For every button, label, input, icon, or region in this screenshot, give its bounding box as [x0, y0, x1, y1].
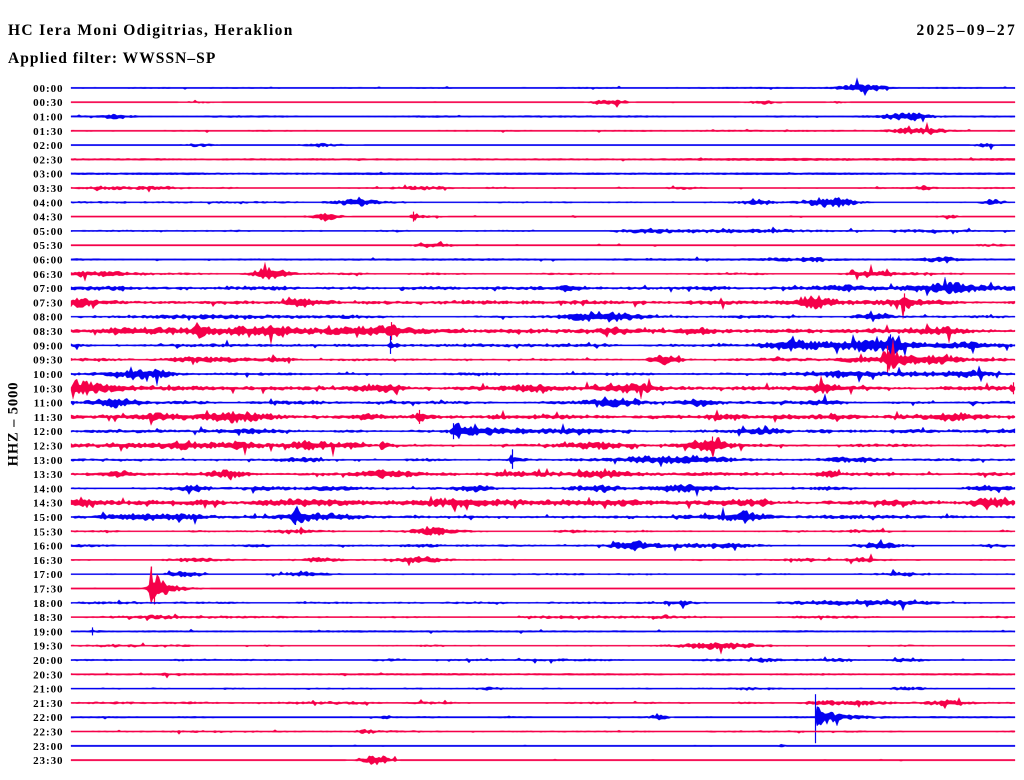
svg-text:19:00: 19:00	[33, 626, 63, 638]
svg-text:HC Iera Moni Odigitrias, Herak: HC Iera Moni Odigitrias, Heraklion	[8, 22, 294, 39]
svg-text:20:00: 20:00	[33, 655, 63, 667]
svg-text:05:00: 05:00	[33, 226, 63, 238]
svg-text:23:30: 23:30	[33, 755, 63, 767]
svg-text:13:30: 13:30	[33, 469, 63, 481]
svg-text:00:00: 00:00	[33, 83, 63, 95]
svg-text:13:00: 13:00	[33, 455, 63, 467]
svg-text:20:30: 20:30	[33, 669, 63, 681]
svg-text:10:30: 10:30	[33, 383, 63, 395]
svg-text:02:30: 02:30	[33, 154, 63, 166]
svg-text:19:30: 19:30	[33, 641, 63, 653]
svg-text:14:00: 14:00	[33, 483, 63, 495]
svg-text:17:00: 17:00	[33, 569, 63, 581]
svg-text:21:00: 21:00	[33, 684, 63, 696]
svg-text:12:00: 12:00	[33, 426, 63, 438]
svg-text:06:30: 06:30	[33, 269, 63, 281]
svg-text:15:30: 15:30	[33, 526, 63, 538]
svg-text:22:30: 22:30	[33, 727, 63, 739]
svg-text:18:30: 18:30	[33, 612, 63, 624]
svg-text:03:00: 03:00	[33, 169, 63, 181]
svg-text:18:00: 18:00	[33, 598, 63, 610]
svg-text:2025–09–27: 2025–09–27	[917, 22, 1018, 39]
svg-text:05:30: 05:30	[33, 240, 63, 252]
svg-text:04:30: 04:30	[33, 212, 63, 224]
svg-text:03:30: 03:30	[33, 183, 63, 195]
svg-text:12:30: 12:30	[33, 441, 63, 453]
svg-text:00:30: 00:30	[33, 97, 63, 109]
svg-text:11:30: 11:30	[34, 412, 64, 424]
svg-text:HHZ – 5000: HHZ – 5000	[5, 382, 21, 467]
svg-text:Applied filter: WWSSN–SP: Applied filter: WWSSN–SP	[8, 50, 216, 67]
svg-text:22:00: 22:00	[33, 712, 63, 724]
svg-text:04:00: 04:00	[33, 197, 63, 209]
svg-text:09:30: 09:30	[33, 355, 63, 367]
svg-text:23:00: 23:00	[33, 741, 63, 753]
svg-text:11:00: 11:00	[34, 398, 64, 410]
svg-text:07:00: 07:00	[33, 283, 63, 295]
svg-text:08:00: 08:00	[33, 312, 63, 324]
svg-text:09:00: 09:00	[33, 340, 63, 352]
svg-text:14:30: 14:30	[33, 498, 63, 510]
svg-text:01:00: 01:00	[33, 112, 63, 124]
svg-text:07:30: 07:30	[33, 297, 63, 309]
svg-text:17:30: 17:30	[33, 584, 63, 596]
svg-text:02:00: 02:00	[33, 140, 63, 152]
svg-text:10:00: 10:00	[33, 369, 63, 381]
svg-text:08:30: 08:30	[33, 326, 63, 338]
svg-text:21:30: 21:30	[33, 698, 63, 710]
svg-text:16:30: 16:30	[33, 555, 63, 567]
svg-text:06:00: 06:00	[33, 255, 63, 267]
svg-text:16:00: 16:00	[33, 541, 63, 553]
svg-text:15:00: 15:00	[33, 512, 63, 524]
svg-text:01:30: 01:30	[33, 126, 63, 138]
